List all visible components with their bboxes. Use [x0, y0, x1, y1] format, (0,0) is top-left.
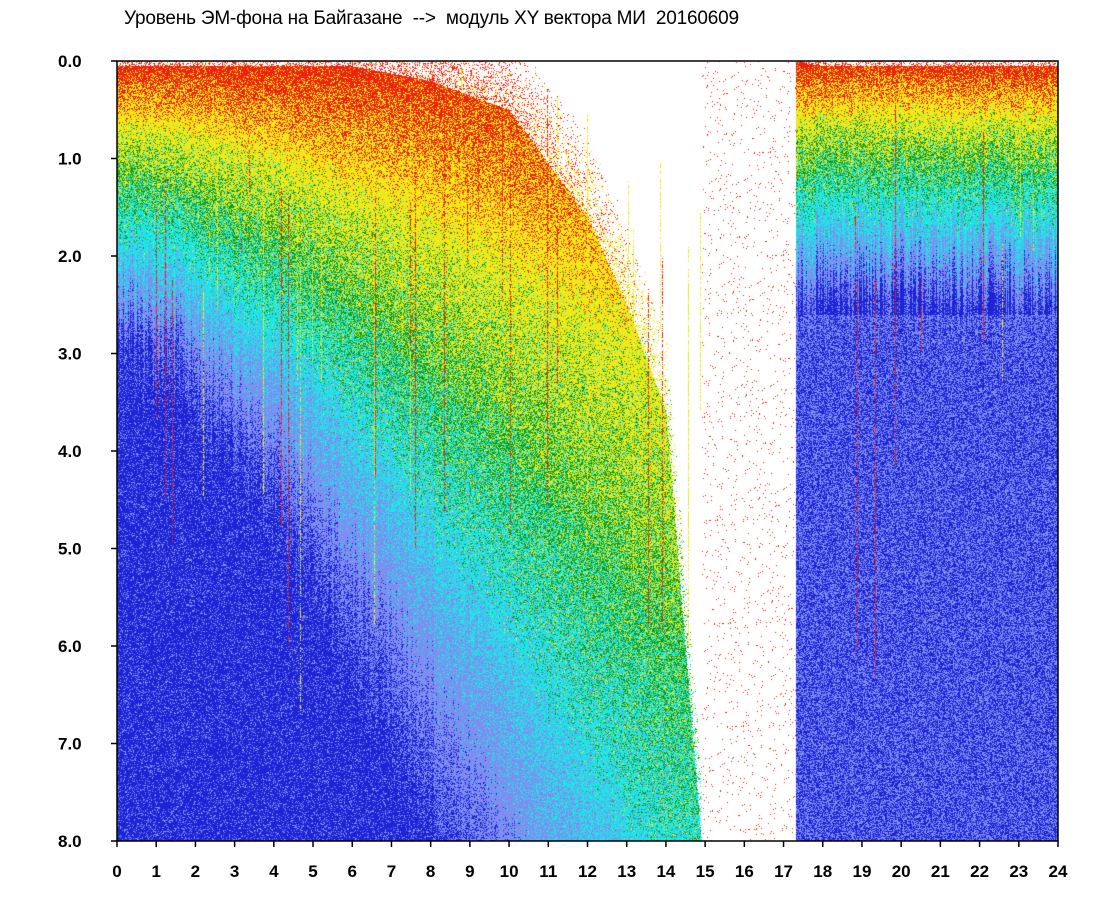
chart-title: Уровень ЭМ-фона на Байгазане --> модуль … [124, 8, 739, 29]
x-tick-label: 8 [426, 862, 435, 881]
x-tick-label: 1 [151, 862, 160, 881]
y-tick-label: 2.0 [58, 247, 82, 266]
x-tick-label: 16 [735, 862, 754, 881]
x-tick-label: 15 [696, 862, 715, 881]
y-tick-label: 5.0 [58, 540, 82, 559]
x-axis: 0 1 2 3 4 5 6 7 8 9 10 11 12 13 14 15 16 17 18 19 20 21 22 23 24 [112, 841, 1068, 881]
x-tick-label: 4 [269, 862, 279, 881]
y-tick-label: 0.0 [58, 52, 82, 71]
x-tick-label: 24 [1049, 862, 1068, 881]
y-tick-label: 1.0 [58, 150, 82, 169]
x-tick-label: 18 [813, 862, 832, 881]
x-tick-label: 21 [931, 862, 950, 881]
x-tick-label: 0 [112, 862, 121, 881]
x-tick-label: 17 [774, 862, 793, 881]
x-tick-label: 19 [852, 862, 871, 881]
x-tick-label: 9 [465, 862, 474, 881]
x-tick-label: 10 [500, 862, 519, 881]
x-tick-label: 6 [348, 862, 357, 881]
y-tick-label: 3.0 [58, 345, 82, 364]
x-tick-label: 2 [191, 862, 200, 881]
x-tick-label: 5 [308, 862, 317, 881]
x-tick-label: 12 [578, 862, 597, 881]
y-tick-label: 6.0 [58, 637, 82, 656]
x-tick-label: 11 [539, 862, 557, 881]
x-tick-label: 3 [230, 862, 239, 881]
y-tick-label: 4.0 [58, 442, 82, 461]
x-tick-label: 23 [1009, 862, 1028, 881]
heatmap-raster [117, 61, 1058, 841]
x-tick-label: 13 [617, 862, 636, 881]
y-tick-label: 8.0 [58, 832, 82, 851]
x-tick-label: 20 [892, 862, 911, 881]
y-axis: 0.0 1.0 2.0 3.0 4.0 5.0 6.0 7.0 8.0 [58, 52, 117, 851]
x-tick-label: 7 [387, 862, 396, 881]
heatmap-layer [117, 61, 1058, 841]
y-tick-label: 7.0 [58, 735, 82, 754]
x-tick-label: 14 [656, 862, 675, 881]
x-tick-label: 22 [970, 862, 989, 881]
